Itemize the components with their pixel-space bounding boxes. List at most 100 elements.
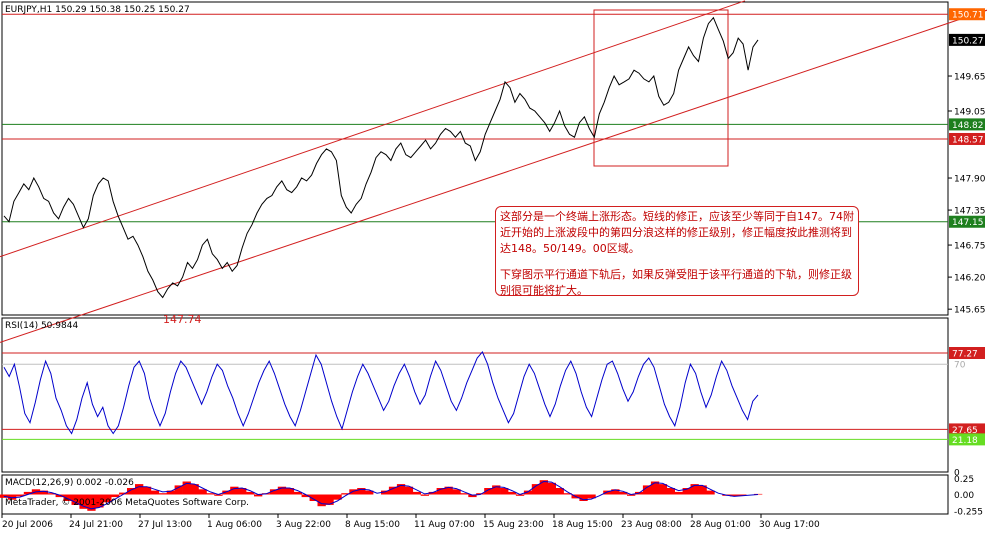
macd-hist-bar — [15, 494, 25, 497]
price-tick-label: 149.65 — [954, 73, 986, 83]
macd-hist-bar — [119, 492, 128, 495]
x-tick-label: 18 Aug 15:00 — [552, 520, 613, 530]
x-tick-label: 15 Aug 23:00 — [483, 520, 544, 530]
x-tick-label: 20 Jul 2006 — [2, 520, 53, 530]
macd-hist-bar — [111, 494, 120, 498]
price-tick-label: 145.65 — [954, 306, 986, 316]
macd-hist-bar — [650, 481, 660, 495]
chart-series — [0, 16, 763, 511]
analysis-note: 这部分是一个终端上涨形态。短线的修正，应该至少等同于自147。74附近开始的上涨… — [495, 206, 859, 297]
macd-hist-bar — [135, 484, 144, 495]
macd-hist-bar — [690, 484, 699, 495]
macd-hist-bar — [357, 488, 366, 495]
x-tick-label: 11 Aug 07:00 — [414, 520, 475, 530]
macd-hist-bar — [246, 491, 255, 495]
x-tick-label: 8 Aug 15:00 — [345, 520, 400, 530]
macd-hist-bar — [706, 490, 715, 495]
macd-hist-bar — [238, 488, 247, 495]
macd-hist-bar — [230, 486, 239, 495]
x-tick-label: 1 Aug 06:00 — [207, 520, 262, 530]
x-tick-label: 24 Jul 21:00 — [69, 520, 123, 530]
note-paragraph-1: 这部分是一个终端上涨形态。短线的修正，应该至少等同于自147。74附近开始的上涨… — [500, 210, 854, 255]
macd-hist-bar — [95, 494, 104, 508]
macd-hist-bar — [190, 484, 199, 495]
macd-hist-bar — [436, 488, 445, 495]
macd-hist-bar — [658, 484, 668, 495]
price-tick-label: 146.75 — [954, 242, 986, 252]
macd-hist-bar — [55, 494, 64, 498]
price-tick-label: 149.05 — [954, 107, 986, 117]
macd-hist-bar — [79, 494, 88, 509]
macd-hist-bar — [404, 486, 414, 495]
macd-hist-bar — [333, 494, 342, 500]
macd-hist-bar — [682, 488, 691, 495]
macd-hist-bar — [206, 493, 215, 495]
x-tick-label: 3 Aug 22:00 — [276, 520, 331, 530]
macd-hist-bar — [547, 482, 556, 495]
macd-hist-bar — [555, 488, 564, 495]
macd-hist-bar — [127, 488, 136, 495]
price-tick-badge — [949, 33, 985, 46]
macd-signal-line — [3, 480, 759, 510]
panel-frames — [1, 1, 949, 515]
rsi-tick-badge — [949, 347, 985, 360]
macd-tick-label: 0.00 — [954, 491, 974, 501]
low-price-label: 147.74 — [163, 313, 202, 326]
macd-hist-bar — [642, 485, 652, 495]
rsi-series-line — [3, 350, 759, 435]
macd-hist-bar — [47, 493, 56, 495]
macd-hist-bar — [444, 486, 453, 495]
macd-hist-bar — [412, 491, 421, 495]
note-paragraph-2: 下穿图示平行通道下轨后，如果反弹受阻于该平行通道的下轨，则修正级别很可能将扩大。 — [500, 268, 852, 297]
macd-hist-bar — [627, 494, 636, 496]
price-tick-label: 146.20 — [954, 274, 986, 284]
macd-hist-bar — [301, 494, 310, 498]
macd-hist-bar — [309, 494, 318, 501]
macd-hist-bar — [71, 494, 80, 505]
macd-hist-bar — [365, 490, 374, 495]
macd-hist-bar — [317, 494, 326, 507]
macd-hist-bar — [452, 489, 461, 495]
macd-hist-bar — [603, 490, 612, 495]
channel-upper — [0, 0, 746, 258]
rsi-header: RSI(14) 50.9844 — [5, 321, 79, 331]
rsi-tick-label: 77.27 — [952, 350, 978, 360]
price-tick-badge — [949, 8, 985, 21]
macd-hist-bar — [277, 486, 287, 495]
macd-hist-bar — [388, 486, 398, 495]
macd-hist-bar — [611, 489, 620, 495]
macd-hist-bar — [730, 494, 739, 497]
macd-hist-bar — [579, 494, 588, 501]
x-tick-label: 27 Jul 13:00 — [138, 520, 192, 530]
macd-hist-bar — [492, 485, 501, 495]
price-tick-label: 150.71 — [952, 11, 984, 21]
macd-hist-bar — [166, 490, 175, 495]
macd-hist-bar — [428, 491, 437, 495]
macd-hist-bar — [182, 481, 191, 495]
macd-tick-label: -0.255 — [954, 508, 983, 518]
x-tick-label: 23 Aug 08:00 — [621, 520, 682, 530]
macd-hist-bar — [222, 490, 231, 495]
rsi-tick-label: 0 — [954, 469, 960, 479]
macd-hist-bar — [523, 490, 533, 495]
rsi-tick-badge — [949, 433, 985, 446]
macd-hist-bar — [63, 494, 72, 501]
price-tick-label: 147.90 — [954, 175, 986, 185]
macd-hist-bar — [666, 488, 675, 495]
macd-hist-bar — [396, 484, 406, 495]
macd-hist-bar — [531, 484, 541, 495]
rsi-tick-label: 27.65 — [952, 426, 978, 436]
macd-hist-bar — [563, 493, 572, 495]
price-tick-label: 148.82 — [952, 121, 984, 131]
macd-hist-bar — [420, 494, 429, 496]
macd-hist-bar — [87, 494, 96, 511]
macd-hist-bar — [619, 491, 628, 495]
price-tick-badge — [949, 215, 985, 228]
macd-hist-bar — [349, 489, 358, 495]
macd-hist-bar — [325, 494, 334, 505]
macd-header: MACD(12,26,9) 0.002 -0.026 — [5, 478, 134, 488]
macd-hist-bar — [468, 494, 477, 498]
symbol-header: EURJPY,H1 150.29 150.38 150.25 150.27 — [5, 5, 190, 15]
macd-hist-bar — [158, 493, 168, 495]
